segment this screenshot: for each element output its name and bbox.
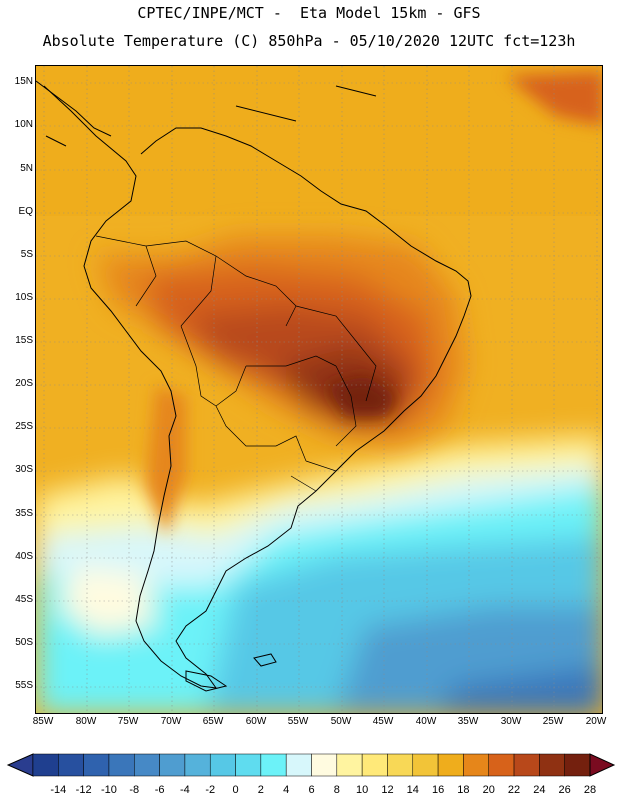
colorbar-swatch [437,753,464,777]
colorbar-swatch [513,753,540,777]
tierra-del-fuego-outline [185,670,228,692]
colorbar-tick-label: 16 [431,784,445,796]
colorbar-tick-label: -4 [180,784,190,796]
colorbar-tick-label: 22 [507,784,521,796]
lat-label-20s: 20S [15,378,33,389]
colorbar-tick-label: 10 [356,784,369,796]
lon-label-65w: 65W [202,716,224,727]
colorbar-swatch [159,753,186,777]
colorbar-tick-label: 6 [308,784,315,796]
lat-label-15n: 15N [14,76,33,87]
colorbar-swatch [108,753,135,777]
country-borders [95,235,377,492]
lat-label-5s: 5S [20,249,33,260]
colorbar-tick-label: 8 [333,784,340,796]
lon-label-55w: 55W [287,716,309,727]
colorbar-tick-label: -12 [75,784,92,796]
colorbar-swatch [83,753,110,777]
lat-label-45s: 45S [15,594,33,605]
lon-label-45w: 45W [372,716,394,727]
lat-label-5n: 5N [20,163,33,174]
colorbar-tick-label: 2 [257,784,264,796]
colorbar-tick-label: -6 [154,784,165,796]
colorbar-swatch [32,753,59,777]
central-america-coastline [36,80,377,147]
lon-label-70w: 70W [160,716,182,727]
colorbar-swatch [285,753,312,777]
colorbar-swatch [488,753,515,777]
lat-label-eq: EQ [18,206,33,217]
colorbar-swatch [311,753,338,777]
colorbar-swatch [209,753,236,777]
south-america-coastline [43,85,472,689]
temperature-map [35,65,603,714]
lon-label-20w: 20W [585,716,607,727]
colorbar-tick-label: 26 [558,784,571,796]
temperature-field [36,66,602,713]
colorbar-swatch [387,753,414,777]
colorbar-tick-label: 28 [583,784,597,796]
lat-label-10s: 10S [15,292,33,303]
map-title-line-1: CPTEC/INPE/MCT - Eta Model 15km - GFS [137,4,481,22]
colorbar-tick-label: 18 [457,784,470,796]
falklands-outline [253,653,277,667]
lon-label-75w: 75W [117,716,139,727]
colorbar-low-arrow [6,753,34,777]
map-title-line-2: Absolute Temperature (C) 850hPa - 05/10/… [42,32,576,50]
lon-label-30w: 30W [500,716,522,727]
colorbar-swatch [184,753,211,777]
lon-label-25w: 25W [542,716,564,727]
lat-label-25s: 25S [15,421,33,432]
colorbar-high-arrow [589,753,616,777]
lat-label-10n: 10N [14,119,33,130]
colorbar-tick-label: 20 [482,784,495,796]
colorbar-swatch [134,753,160,777]
colorbar-tick-label: 0 [232,784,239,796]
colorbar-tick-label: -2 [205,784,216,796]
colorbar-swatch [336,753,363,777]
colorbar-tick-label: 4 [283,784,290,796]
colorbar-swatch [361,753,388,777]
lon-label-50w: 50W [330,716,352,727]
colorbar-tick-label: 14 [406,784,419,796]
colorbar-tick-label: 24 [533,784,546,796]
lon-label-80w: 80W [75,716,97,727]
lat-label-15s: 15S [15,335,33,346]
map-gridlines [36,66,602,713]
colorbar [6,753,616,777]
colorbar-swatch [564,753,591,777]
lon-label-60w: 60W [245,716,267,727]
colorbar-tick-label: -8 [129,784,140,796]
lon-label-40w: 40W [415,716,437,727]
lat-label-50s: 50S [15,637,33,648]
lon-label-85w: 85W [32,716,54,727]
colorbar-tick-label: -10 [101,784,117,796]
lat-label-55s: 55S [15,680,33,691]
colorbar-swatch [412,753,439,777]
colorbar-swatch [58,753,84,777]
colorbar-tick-label: 12 [381,784,394,796]
colorbar-swatch [235,753,262,777]
temperature-map-svg [36,66,602,713]
colorbar-tick-label: -14 [50,784,67,796]
lat-label-40s: 40S [15,551,33,562]
colorbar-swatch [463,753,489,777]
lat-label-35s: 35S [15,508,33,519]
lon-label-35w: 35W [457,716,479,727]
lat-label-30s: 30S [15,464,33,475]
colorbar-swatch [539,753,565,777]
colorbar-swatch [260,753,287,777]
